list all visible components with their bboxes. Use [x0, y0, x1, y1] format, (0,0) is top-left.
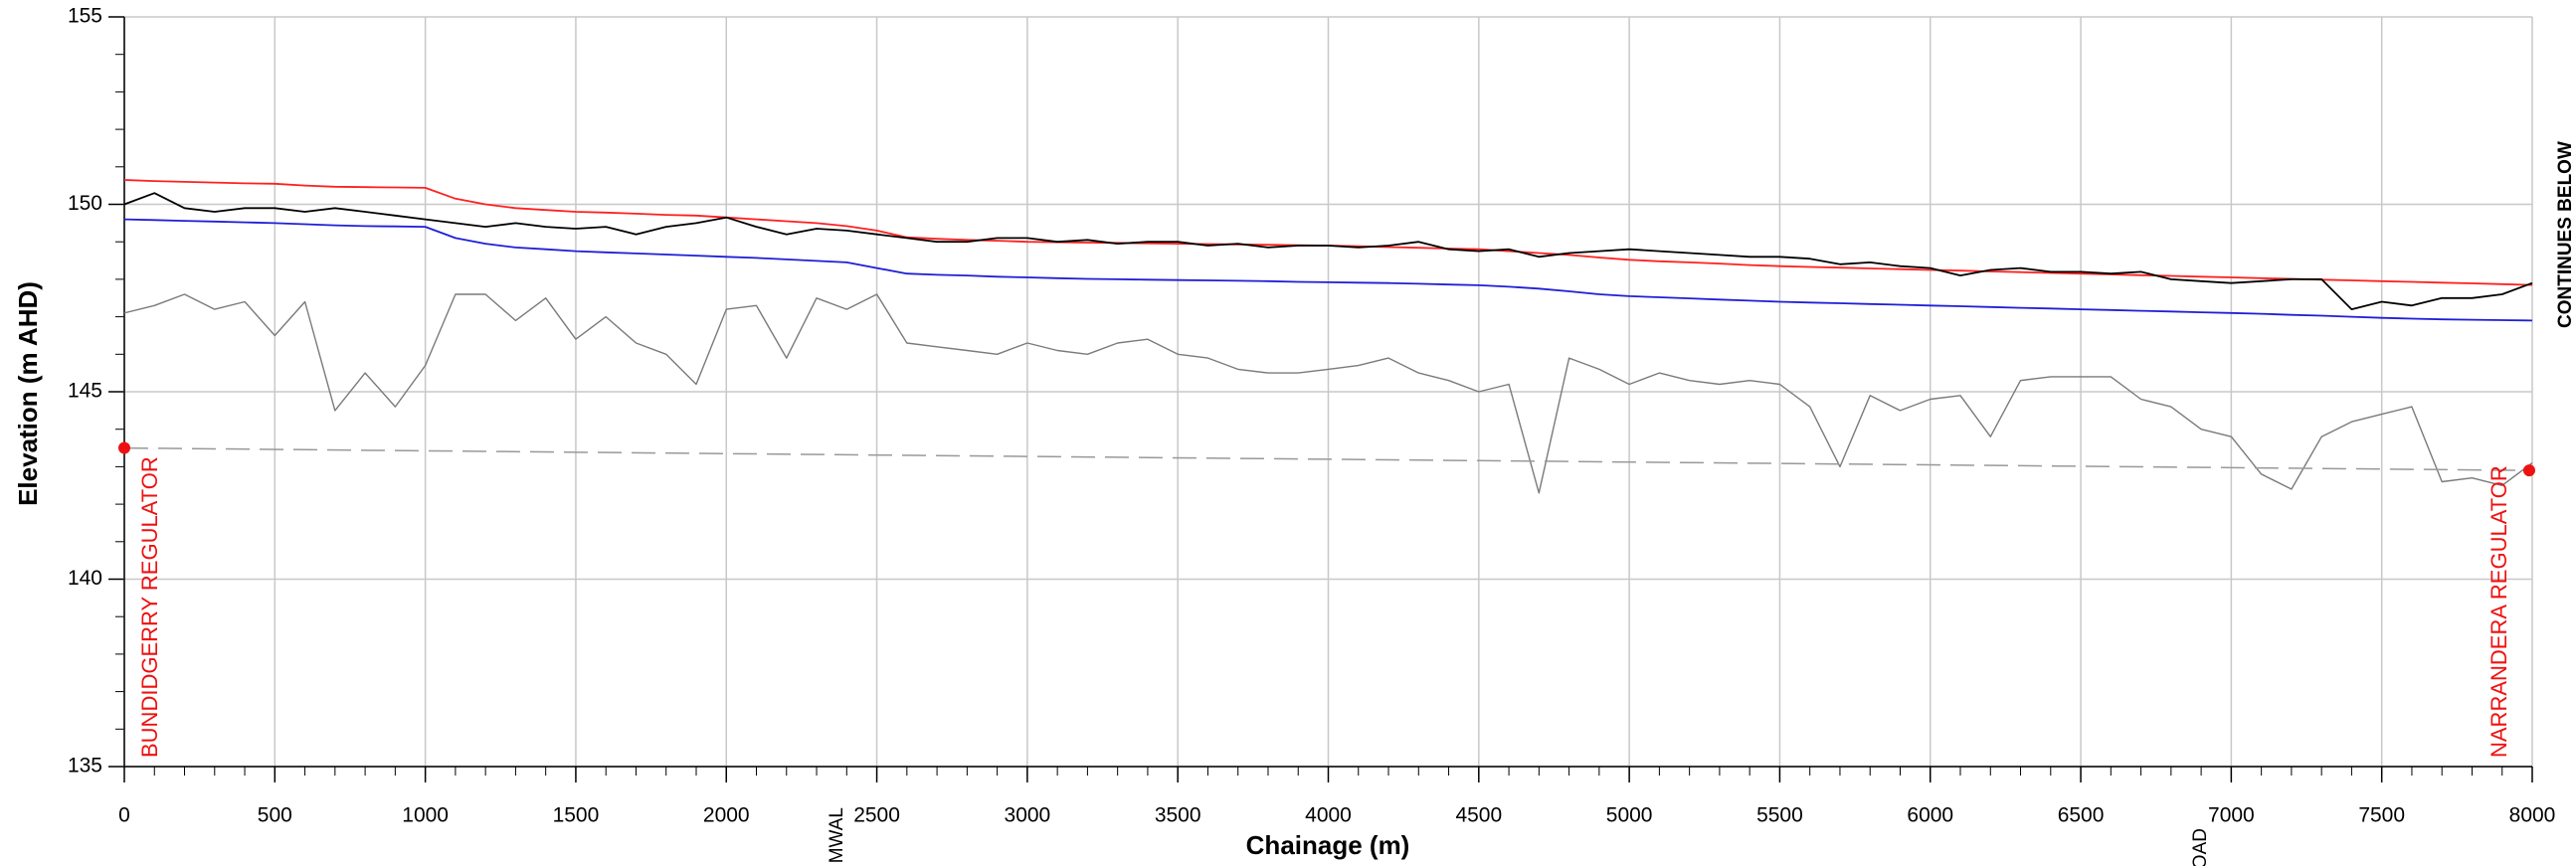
x-tick-label: 5500: [1756, 804, 1803, 827]
series-line: [123, 192, 2533, 310]
x-tick-label: 7000: [2208, 804, 2255, 827]
annotation: BUNDIDGERRY REGULATOR: [137, 456, 162, 758]
x-tick-label: 1500: [553, 804, 600, 827]
x-tick-label: 2500: [853, 804, 900, 827]
x-tick-label: 6500: [2058, 804, 2105, 827]
annotation: OAD: [2190, 828, 2211, 866]
x-tick-label: 3500: [1155, 804, 1201, 827]
series-line: [123, 446, 2533, 471]
x-tick-label: 500: [258, 804, 292, 827]
marker: [2522, 464, 2535, 477]
x-tick-label: 6000: [1907, 804, 1953, 827]
marker: [118, 441, 130, 454]
annotation: MWAL: [827, 807, 847, 863]
y-tick-label: 145: [68, 380, 102, 403]
x-tick-label: 7500: [2358, 804, 2405, 827]
y-tick-label: 140: [68, 567, 102, 590]
annotation: NARRANDERA REGULATOR: [2486, 465, 2511, 758]
y-axis-label: Elevation (m AHD): [13, 281, 43, 506]
y-tick-label: 135: [68, 755, 102, 778]
x-tick-label: 2000: [703, 804, 750, 827]
series-line: [123, 293, 2533, 494]
x-tick-label: 1000: [402, 804, 449, 827]
x-tick-label: 3000: [1005, 804, 1051, 827]
series-line: [123, 218, 2533, 322]
x-tick-label: 5000: [1606, 804, 1653, 827]
x-tick-label: 8000: [2509, 804, 2556, 827]
x-tick-label: 4000: [1305, 804, 1352, 827]
x-tick-label: 0: [118, 804, 130, 827]
x-tick-label: 4500: [1455, 804, 1502, 827]
x-axis-label: Chainage (m): [1246, 830, 1410, 860]
y-tick-label: 150: [68, 192, 102, 215]
y-tick-label: 155: [68, 5, 102, 28]
annotation: CONTINUES BELOW: [2555, 141, 2576, 328]
